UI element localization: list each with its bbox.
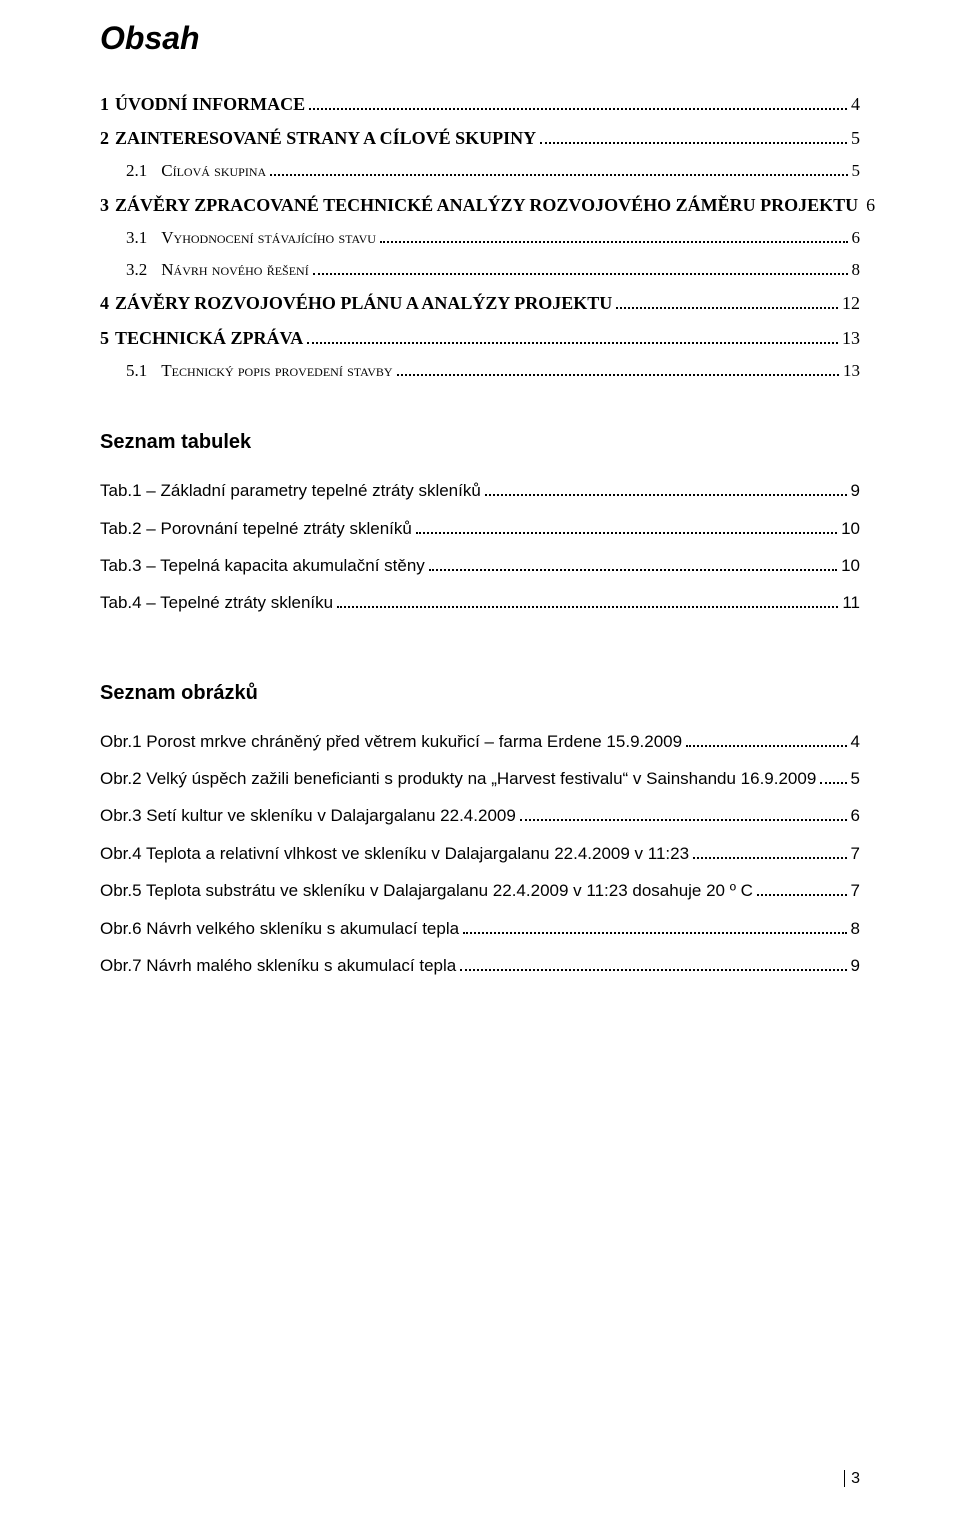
toc-number: 5 bbox=[100, 321, 109, 355]
entry-text: Tab.4 – Tepelné ztráty skleníku bbox=[100, 584, 333, 621]
toc-subentry: 2.1 Cílová skupina 5 bbox=[100, 155, 860, 187]
table-of-contents: 1 ÚVODNÍ INFORMACE 4 2 ZAINTERESOVANÉ ST… bbox=[100, 87, 860, 387]
leader-dots bbox=[397, 359, 839, 376]
toc-text: ZÁVĚRY ROZVOJOVÉHO PLÁNU A ANALÝZY PROJE… bbox=[109, 286, 612, 320]
toc-page: 6 bbox=[866, 188, 875, 222]
toc-text: Návrh nového řešení bbox=[147, 254, 308, 286]
leader-dots bbox=[309, 92, 847, 110]
entry-page: 7 bbox=[851, 835, 860, 872]
list-of-tables: Tab.1 – Základní parametry tepelné ztrát… bbox=[100, 472, 860, 622]
toc-text: TECHNICKÁ ZPRÁVA bbox=[109, 321, 303, 355]
entry-page: 4 bbox=[851, 723, 860, 760]
leader-dots bbox=[380, 226, 848, 243]
entry-page: 7 bbox=[851, 872, 860, 909]
leader-dots bbox=[429, 554, 837, 571]
page-title: Obsah bbox=[100, 20, 860, 57]
entry-text: Tab.3 – Tepelná kapacita akumulační stěn… bbox=[100, 547, 425, 584]
toc-entry: 2 ZAINTERESOVANÉ STRANY A CÍLOVÉ SKUPINY… bbox=[100, 121, 860, 155]
document-page: Obsah 1 ÚVODNÍ INFORMACE 4 2 ZAINTERESOV… bbox=[0, 0, 960, 1528]
toc-text: ZAINTERESOVANÉ STRANY A CÍLOVÉ SKUPINY bbox=[109, 121, 536, 155]
toc-number: 3.1 bbox=[126, 222, 147, 254]
page-number-value: 3 bbox=[844, 1470, 860, 1487]
toc-text: Vyhodnocení stávajícího stavu bbox=[147, 222, 376, 254]
list-of-figures-heading: Seznam obrázků bbox=[100, 682, 860, 705]
entry-text: Obr.7 Návrh malého skleníku s akumulací … bbox=[100, 947, 456, 984]
toc-number: 1 bbox=[100, 87, 109, 121]
list-item: Obr.3 Setí kultur ve skleníku v Dalajarg… bbox=[100, 797, 860, 834]
entry-text: Tab.2 – Porovnání tepelné ztráty skleník… bbox=[100, 510, 412, 547]
entry-page: 10 bbox=[841, 510, 860, 547]
toc-page: 8 bbox=[852, 254, 861, 286]
leader-dots bbox=[757, 879, 847, 896]
toc-page: 12 bbox=[842, 286, 860, 320]
toc-entry: 4 ZÁVĚRY ROZVOJOVÉHO PLÁNU A ANALÝZY PRO… bbox=[100, 286, 860, 320]
page-number: 3 bbox=[844, 1470, 860, 1488]
entry-page: 5 bbox=[851, 760, 860, 797]
list-of-tables-heading: Seznam tabulek bbox=[100, 431, 860, 454]
entry-page: 9 bbox=[851, 472, 860, 509]
toc-page: 5 bbox=[852, 155, 861, 187]
leader-dots bbox=[520, 804, 847, 821]
toc-number: 3.2 bbox=[126, 254, 147, 286]
toc-text: ÚVODNÍ INFORMACE bbox=[109, 87, 305, 121]
toc-subentry: 3.2 Návrh nového řešení 8 bbox=[100, 254, 860, 286]
leader-dots bbox=[270, 159, 847, 176]
toc-number: 2.1 bbox=[126, 155, 147, 187]
toc-text: ZÁVĚRY ZPRACOVANÉ TECHNICKÉ ANALÝZY ROZV… bbox=[109, 188, 858, 222]
leader-dots bbox=[616, 291, 838, 309]
list-item: Obr.7 Návrh malého skleníku s akumulací … bbox=[100, 947, 860, 984]
toc-page: 5 bbox=[851, 121, 860, 155]
list-item: Obr.5 Teplota substrátu ve skleníku v Da… bbox=[100, 872, 860, 909]
toc-number: 3 bbox=[100, 188, 109, 222]
entry-text: Obr.3 Setí kultur ve skleníku v Dalajarg… bbox=[100, 797, 516, 834]
toc-subentry: 3.1 Vyhodnocení stávajícího stavu 6 bbox=[100, 222, 860, 254]
entry-page: 11 bbox=[842, 584, 860, 621]
leader-dots bbox=[485, 479, 847, 496]
entry-text: Obr.4 Teplota a relativní vlhkost ve skl… bbox=[100, 835, 689, 872]
leader-dots bbox=[416, 516, 837, 533]
leader-dots bbox=[686, 729, 846, 746]
entry-text: Obr.2 Velký úspěch zažili beneficianti s… bbox=[100, 760, 816, 797]
list-item: Tab.4 – Tepelné ztráty skleníku 11 bbox=[100, 584, 860, 621]
toc-page: 13 bbox=[843, 355, 860, 387]
list-item: Obr.1 Porost mrkve chráněný před větrem … bbox=[100, 723, 860, 760]
entry-page: 10 bbox=[841, 547, 860, 584]
toc-page: 13 bbox=[842, 321, 860, 355]
toc-number: 4 bbox=[100, 286, 109, 320]
leader-dots bbox=[540, 126, 847, 144]
entry-page: 8 bbox=[851, 910, 860, 947]
toc-subentry: 5.1 Technický popis provedení stavby 13 bbox=[100, 355, 860, 387]
entry-page: 9 bbox=[851, 947, 860, 984]
toc-entry: 3 ZÁVĚRY ZPRACOVANÉ TECHNICKÉ ANALÝZY RO… bbox=[100, 188, 860, 222]
toc-text: Cílová skupina bbox=[147, 155, 266, 187]
toc-entry: 1 ÚVODNÍ INFORMACE 4 bbox=[100, 87, 860, 121]
leader-dots bbox=[307, 325, 838, 343]
toc-number: 5.1 bbox=[126, 355, 147, 387]
toc-page: 4 bbox=[851, 87, 860, 121]
toc-page: 6 bbox=[852, 222, 861, 254]
list-item: Tab.2 – Porovnání tepelné ztráty skleník… bbox=[100, 510, 860, 547]
list-item: Obr.4 Teplota a relativní vlhkost ve skl… bbox=[100, 835, 860, 872]
list-item: Tab.3 – Tepelná kapacita akumulační stěn… bbox=[100, 547, 860, 584]
list-item: Obr.6 Návrh velkého skleníku s akumulací… bbox=[100, 910, 860, 947]
entry-text: Obr.5 Teplota substrátu ve skleníku v Da… bbox=[100, 872, 753, 909]
entry-text: Tab.1 – Základní parametry tepelné ztrát… bbox=[100, 472, 481, 509]
toc-number: 2 bbox=[100, 121, 109, 155]
entry-text: Obr.6 Návrh velkého skleníku s akumulací… bbox=[100, 910, 459, 947]
leader-dots bbox=[820, 767, 846, 784]
leader-dots bbox=[693, 842, 846, 859]
leader-dots bbox=[313, 258, 848, 275]
list-item: Tab.1 – Základní parametry tepelné ztrát… bbox=[100, 472, 860, 509]
entry-text: Obr.1 Porost mrkve chráněný před větrem … bbox=[100, 723, 682, 760]
leader-dots bbox=[460, 954, 846, 971]
entry-page: 6 bbox=[851, 797, 860, 834]
list-of-figures: Obr.1 Porost mrkve chráněný před větrem … bbox=[100, 723, 860, 985]
toc-text: Technický popis provedení stavby bbox=[147, 355, 392, 387]
list-item: Obr.2 Velký úspěch zažili beneficianti s… bbox=[100, 760, 860, 797]
leader-dots bbox=[337, 591, 838, 608]
leader-dots bbox=[463, 916, 846, 933]
toc-entry: 5 TECHNICKÁ ZPRÁVA 13 bbox=[100, 321, 860, 355]
